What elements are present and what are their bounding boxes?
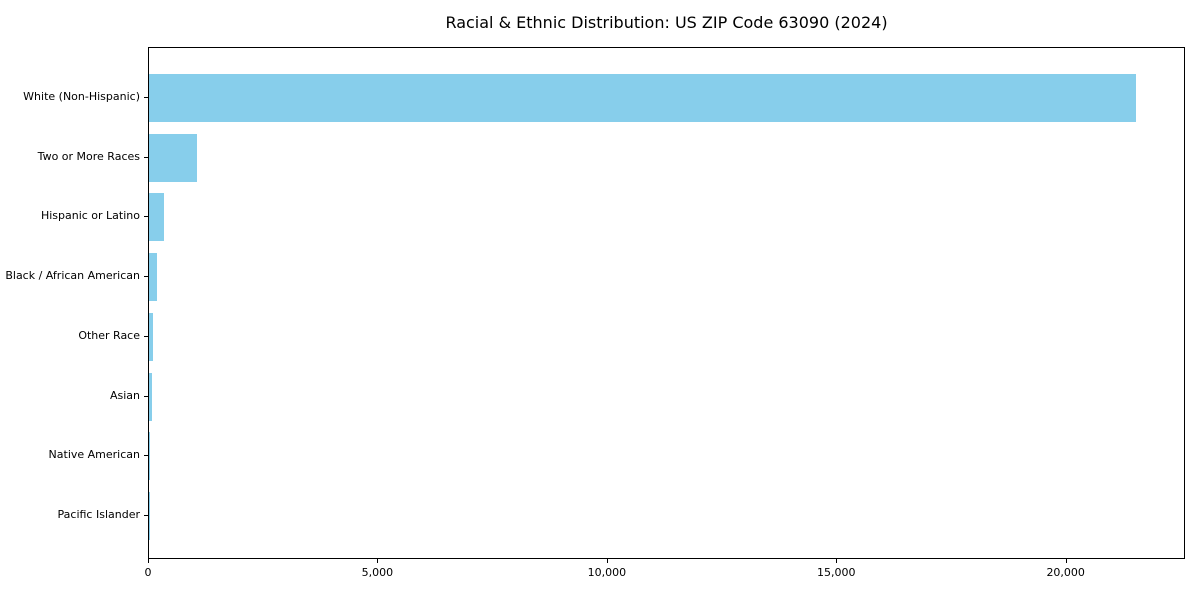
y-tick-mark	[144, 97, 148, 98]
bar-0	[149, 74, 1136, 122]
chart-title: Racial & Ethnic Distribution: US ZIP Cod…	[445, 13, 888, 32]
x-axis-label: 5,000	[361, 566, 394, 579]
y-tick-mark	[144, 455, 148, 457]
bar-1	[149, 133, 198, 182]
plot-area	[148, 47, 1185, 559]
bar-6	[149, 432, 150, 481]
y-tick-mark	[144, 514, 148, 516]
y-axis-label: Native American	[48, 448, 140, 462]
bar-5	[149, 372, 152, 421]
x-tick-mark	[148, 559, 149, 563]
x-axis-label: 10,000	[587, 566, 627, 579]
y-axis-label: White (Non-Hispanic)	[23, 90, 140, 103]
bar-3	[149, 253, 157, 302]
x-tick-mark	[1065, 559, 1067, 563]
y-axis-label: Hispanic or Latino	[40, 209, 140, 223]
y-axis-label: Other Race	[78, 328, 140, 342]
x-tick-mark	[377, 559, 379, 563]
x-axis-label: 20,000	[1046, 566, 1085, 579]
y-tick-mark	[144, 156, 148, 158]
y-tick-mark	[144, 276, 148, 278]
x-axis-label: 0	[144, 566, 152, 579]
y-axis-label: Two or More Races	[37, 149, 140, 163]
x-tick-mark	[836, 559, 838, 563]
y-tick-mark	[144, 395, 148, 397]
y-axis-label: Black / African American	[5, 269, 140, 283]
x-axis-label: 15,000	[817, 566, 856, 579]
y-axis-label: Asian	[109, 388, 140, 402]
bar-2	[149, 193, 165, 242]
x-tick-mark	[606, 559, 608, 563]
bar-4	[149, 312, 153, 361]
y-axis-label: Pacific Islander	[57, 507, 140, 521]
y-tick-mark	[144, 335, 148, 337]
y-tick-mark	[144, 216, 148, 218]
